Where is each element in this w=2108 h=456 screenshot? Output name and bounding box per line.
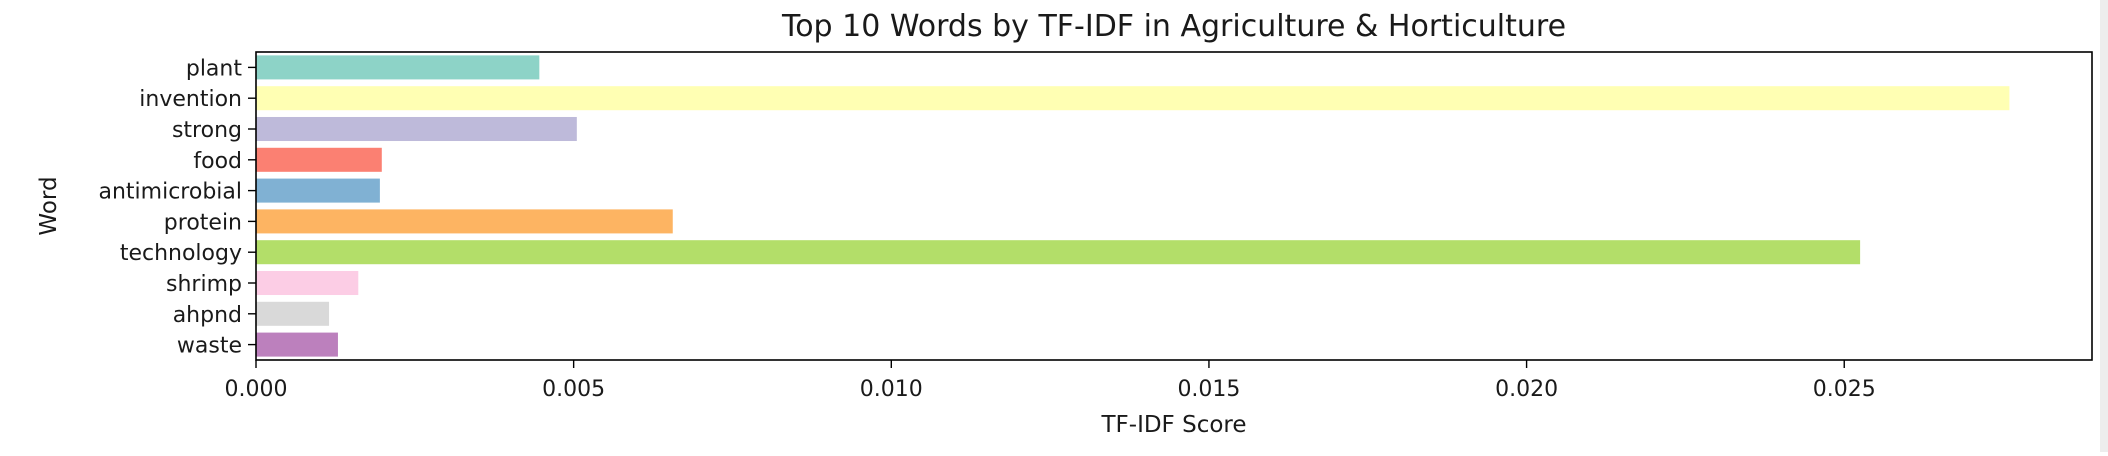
x-tick-label: 0.015 (1177, 377, 1240, 402)
y-axis-title: Word (36, 176, 62, 235)
y-tick-label: plant (186, 56, 243, 81)
x-tick-label: 0.020 (1495, 377, 1558, 402)
y-tick-label: antimicrobial (99, 180, 243, 205)
y-tick-label: shrimp (166, 272, 242, 297)
bar-antimicrobial (256, 178, 380, 203)
y-tick-label: ahpnd (173, 303, 242, 328)
x-tick-label: 0.000 (225, 377, 288, 402)
x-tick-label: 0.010 (860, 377, 923, 402)
x-axis-title: TF-IDF Score (1100, 412, 1246, 438)
y-tick-label: technology (120, 241, 242, 266)
bar-technology (256, 240, 1861, 265)
y-tick-label: food (193, 149, 242, 174)
y-tick-label: strong (172, 118, 242, 143)
bar-invention (256, 86, 2010, 111)
bar-shrimp (256, 270, 359, 296)
bar-strong (256, 116, 577, 142)
bar-ahpnd (256, 301, 330, 326)
y-tick-label: protein (164, 210, 242, 235)
bar-waste (256, 332, 338, 357)
x-tick-label: 0.005 (542, 377, 605, 402)
chart-title: Top 10 Words by TF-IDF in Agriculture & … (781, 9, 1566, 44)
bar-protein (256, 209, 673, 234)
scrollbar[interactable] (2100, 0, 2108, 452)
x-axis: 0.000 0.005 0.010 0.015 0.020 0.025 (225, 360, 1876, 402)
plot-frame (255, 51, 2093, 361)
bars-layer (256, 55, 2010, 357)
y-tick-label: waste (177, 334, 242, 359)
y-axis: plant invention strong food antimicrobial pro… (99, 56, 256, 359)
x-tick-label: 0.025 (1813, 377, 1876, 402)
y-tick-label: invention (139, 87, 242, 112)
bar-plant (256, 55, 540, 80)
bar-food (256, 147, 382, 172)
